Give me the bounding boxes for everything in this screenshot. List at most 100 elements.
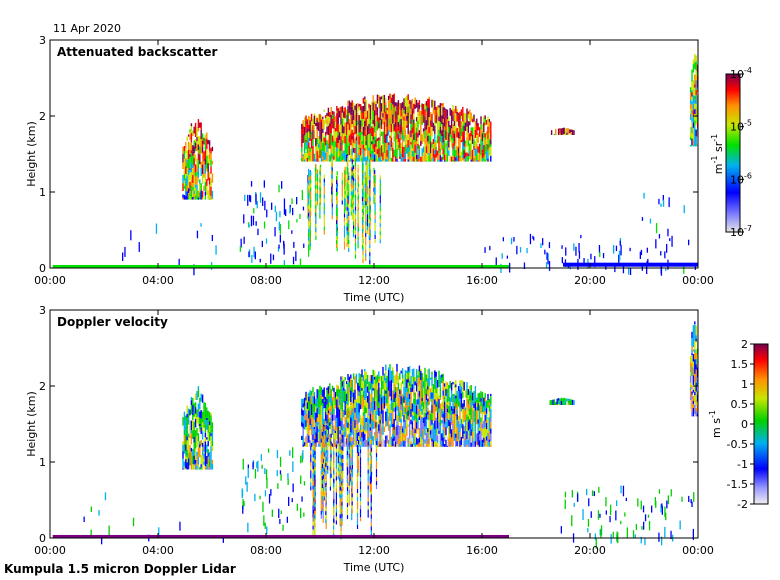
velocity-fall-streak xyxy=(329,442,331,447)
velocity-fall-streak xyxy=(323,476,325,481)
velocity-cloud-cell xyxy=(427,389,429,397)
velocity-fall-streak xyxy=(321,492,323,497)
backscatter-cloud-cell xyxy=(341,156,344,161)
backscatter-fall-streak xyxy=(379,239,381,244)
backscatter-fall-streak xyxy=(316,173,319,178)
velocity-cloud-cell xyxy=(392,438,394,446)
backscatter-cloud-cell xyxy=(414,97,416,105)
velocity-cloud-cell xyxy=(186,429,188,437)
velocity-cloud-cell xyxy=(411,429,414,438)
backscatter-cloud-cell xyxy=(449,155,451,162)
backscatter-cloud-cell xyxy=(204,134,207,139)
backscatter-cloud-cell xyxy=(411,133,414,140)
backscatter-speck xyxy=(211,235,213,241)
backscatter-cloud-cell xyxy=(343,159,345,162)
backscatter-cloud-cell xyxy=(386,126,388,133)
velocity-cloud-cell xyxy=(203,445,205,452)
backscatter-fall-streak xyxy=(366,222,369,227)
backscatter-cloud-cell xyxy=(189,134,191,140)
velocity-cloud-cell xyxy=(443,414,446,424)
velocity-cloud-cell xyxy=(310,401,313,405)
backscatter-cloud-cell xyxy=(450,128,453,131)
velocity-cloud-cell xyxy=(460,393,463,397)
backscatter-cloud-cell xyxy=(394,119,397,122)
velocity-cloud-cell xyxy=(469,408,471,416)
backscatter-cloud-cell xyxy=(358,136,360,140)
velocity-cloud-cell xyxy=(464,440,467,445)
velocity-cloud-cell xyxy=(327,407,330,411)
velocity-cloud-cell xyxy=(392,423,394,428)
backscatter-cloud-cell xyxy=(692,127,695,138)
backscatter-cloud-cell xyxy=(194,176,197,185)
velocity-cloud-cell xyxy=(371,375,373,384)
velocity-cloud-cell xyxy=(449,423,451,434)
backscatter-cloud-cell xyxy=(415,121,418,128)
velocity-cloud-cell xyxy=(691,402,693,413)
velocity-cloud-cell xyxy=(691,394,693,400)
backscatter-cloud-cell xyxy=(453,156,456,162)
velocity-cloud-cell xyxy=(199,409,201,412)
velocity-cloud-cell xyxy=(382,442,384,447)
velocity-cloud-cell xyxy=(385,370,387,378)
backscatter-fall-streak xyxy=(361,233,364,237)
velocity-fall-streak xyxy=(367,433,369,438)
backscatter-cloud-cell xyxy=(378,123,380,129)
velocity-cloud-cell xyxy=(380,394,383,398)
backscatter-cloud-cell xyxy=(194,139,197,143)
velocity-cloud-cell xyxy=(387,439,390,445)
velocity-cloud-cell xyxy=(187,417,190,425)
velocity-cloud-cell xyxy=(443,383,446,387)
velocity-fall-streak xyxy=(325,463,327,468)
backscatter-fall-streak xyxy=(348,204,350,208)
velocity-cloud-cell xyxy=(462,424,464,432)
velocity-cloud-cell xyxy=(425,408,428,414)
velocity-cloud-cell xyxy=(390,421,393,428)
velocity-cloud-cell xyxy=(192,449,194,456)
velocity-cloud-cell xyxy=(481,401,484,404)
backscatter-cloud-cell xyxy=(362,135,365,145)
backscatter-cloud-cell xyxy=(464,152,467,158)
backscatter-cloud-cell xyxy=(694,120,696,127)
velocity-fall-streak xyxy=(327,425,329,430)
velocity-cloud-cell xyxy=(439,438,442,445)
backscatter-fall-streak xyxy=(369,252,371,257)
velocity-cloud-cell xyxy=(410,400,412,410)
velocity-cloud-cell xyxy=(319,408,321,415)
velocity-cloud-cell xyxy=(309,399,311,409)
backscatter-cloud-cell xyxy=(455,157,457,161)
velocity-cloud-cell xyxy=(348,410,351,418)
backscatter-cloud-cell xyxy=(563,134,565,135)
velocity-fall-streak xyxy=(325,429,327,433)
backscatter-fall-streak xyxy=(354,154,357,159)
backscatter-cloud-cell xyxy=(436,105,439,111)
backscatter-cloud-cell xyxy=(189,157,191,161)
backscatter-fall-streak xyxy=(351,187,353,192)
backscatter-cloud-cell xyxy=(396,158,398,162)
velocity-cloud-cell xyxy=(400,396,402,405)
velocity-fall-streak xyxy=(375,477,378,482)
velocity-cloud-cell xyxy=(415,414,418,423)
backscatter-cloud-cell xyxy=(478,131,481,135)
velocity-cloud-cell xyxy=(372,376,374,385)
velocity-cloud-cell xyxy=(449,421,451,424)
velocity-cloud-cell xyxy=(319,400,321,409)
velocity-fall-streak xyxy=(320,450,322,455)
velocity-fall-streak xyxy=(314,482,316,487)
backscatter-cloud-cell xyxy=(452,115,454,122)
velocity-cloud-cell xyxy=(694,404,696,414)
velocity-cloud-cell xyxy=(431,413,433,420)
backscatter-cloud-cell xyxy=(408,160,411,162)
velocity-cloud-cell xyxy=(470,435,472,443)
backscatter-cloud-cell xyxy=(452,111,454,116)
backscatter-fall-streak xyxy=(369,169,371,174)
backscatter-fall-streak xyxy=(374,231,376,235)
backscatter-fall-streak xyxy=(308,176,310,181)
backscatter-cloud-cell xyxy=(438,129,440,137)
backscatter-fall-streak xyxy=(308,216,310,221)
backscatter-cloud-cell xyxy=(694,54,696,63)
backscatter-cloud-cell xyxy=(386,136,388,143)
velocity-cloud-cell xyxy=(443,433,446,438)
backscatter-cloud-cell xyxy=(439,141,442,149)
velocity-fall-streak xyxy=(367,437,369,442)
backscatter-fall-streak xyxy=(348,232,350,236)
